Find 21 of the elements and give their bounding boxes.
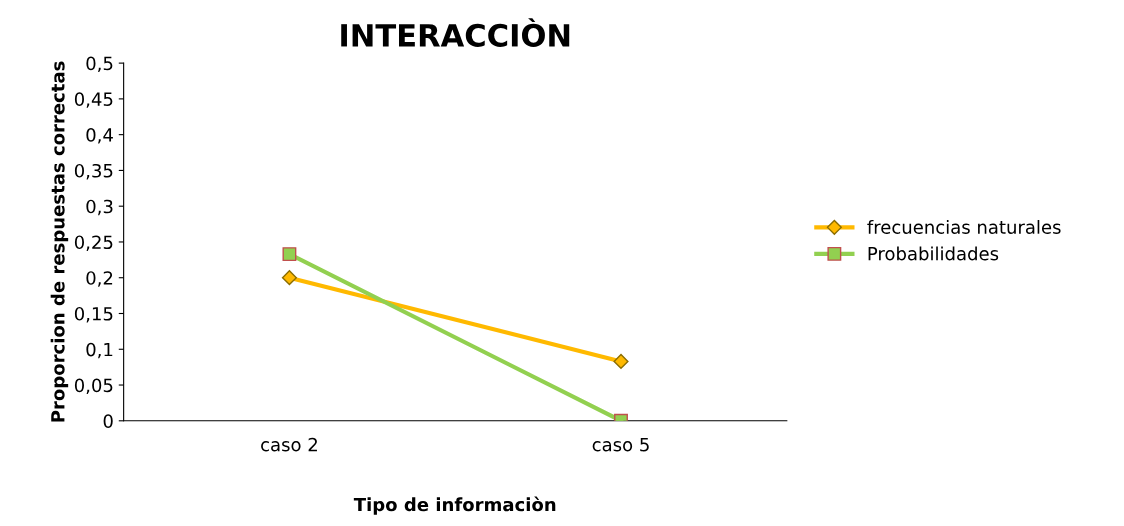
- y-tick-label: 0,3: [86, 199, 113, 216]
- y-tick-label: 0,25: [74, 235, 113, 251]
- y-tick-label: 0,05: [74, 378, 113, 394]
- point: [281, 270, 298, 286]
- y-tick-label: 0,15: [74, 306, 113, 323]
- y-tick-label: 0,2: [86, 271, 113, 287]
- point: [282, 247, 297, 262]
- y-tick-label: 0,5: [86, 56, 113, 73]
- y-tick-label: 0,4: [86, 128, 113, 144]
- y-tick-label: 0,35: [74, 163, 113, 180]
- chart-title: INTERACCIÒN: [341, 18, 570, 47]
- legend-label: Probabilidades: [868, 246, 999, 261]
- x-axis-title: Tipo de informaciòn: [353, 496, 556, 515]
- x-tick-label: caso 5: [592, 438, 649, 452]
- y-axis-title: Proporcion de respuestas correctas: [50, 61, 69, 422]
- y-tick-label: 0: [103, 414, 113, 428]
- y-tick-label: 0,45: [74, 92, 113, 108]
- point: [613, 353, 629, 369]
- legend-label: frecuencias naturales: [867, 219, 1061, 234]
- x-tick-label: caso 2: [261, 437, 317, 452]
- y-tick-label: 0,1: [86, 342, 113, 359]
